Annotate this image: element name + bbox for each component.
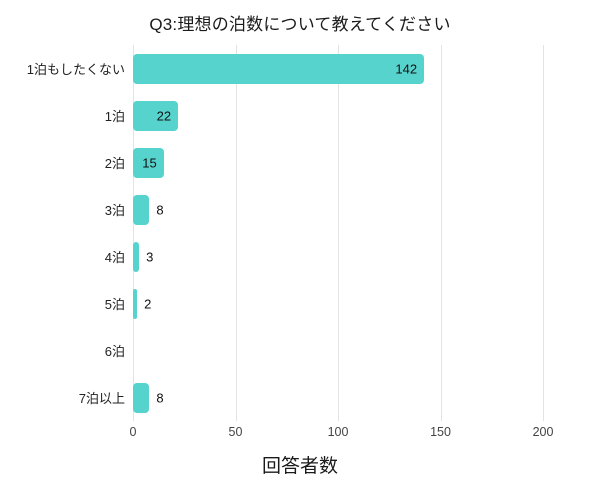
bar-row: 7泊以上 8: [79, 374, 600, 421]
category-label: 6泊: [104, 344, 125, 359]
gridline: [440, 45, 442, 421]
bar: [133, 53, 425, 84]
gridline: [338, 45, 339, 421]
value-label: 3: [146, 249, 154, 264]
gridline: [235, 45, 237, 421]
chart-title: Q3:理想の泊数について教えてください: [149, 15, 451, 34]
bar: [133, 288, 138, 319]
bar-row: 1泊 22: [105, 92, 600, 139]
x-tick-label: 200: [532, 425, 554, 439]
category-label: 7泊以上: [78, 391, 125, 406]
bar-row: 5泊 2: [105, 280, 600, 327]
value-label: 142: [395, 61, 418, 76]
gridline: [543, 45, 544, 421]
bar: [133, 100, 179, 131]
x-axis-ticks: 0 50 100 150 200: [129, 425, 600, 445]
bar-row: 2泊 15: [105, 139, 600, 186]
x-tick-label: 150: [430, 425, 451, 439]
value-label: 8: [156, 390, 164, 405]
bar-row: 4泊 3: [105, 233, 600, 280]
plot-area: 1泊もしたくない 142 1泊 22 2泊 15 3泊 8 4泊 3 5泊 2 6泊 7泊以上 8: [27, 45, 600, 421]
x-tick-label: 100: [327, 425, 349, 439]
x-axis-label: 回答者数: [261, 456, 338, 477]
x-tick-label: 0: [129, 425, 137, 439]
value-label: 22: [156, 108, 172, 123]
bar: [133, 241, 140, 272]
category-label: 4泊: [104, 250, 125, 265]
category-label: 5泊: [104, 297, 125, 312]
category-label: 2泊: [104, 156, 125, 171]
category-label: 3泊: [104, 203, 125, 218]
x-tick-label: 50: [228, 425, 243, 439]
bar: [133, 382, 150, 413]
gridline: [133, 45, 134, 421]
value-label: 2: [144, 296, 152, 311]
value-label: 15: [142, 155, 157, 170]
bar-row: 3泊 8: [105, 186, 600, 233]
value-label: 8: [156, 202, 164, 217]
bar: [133, 194, 150, 225]
category-label: 1泊: [104, 109, 125, 124]
bar-row: 6泊: [105, 327, 600, 374]
category-label: 1泊もしたくない: [26, 62, 125, 77]
bar: [133, 147, 164, 178]
bar-row: 1泊もしたくない 142: [27, 45, 600, 92]
